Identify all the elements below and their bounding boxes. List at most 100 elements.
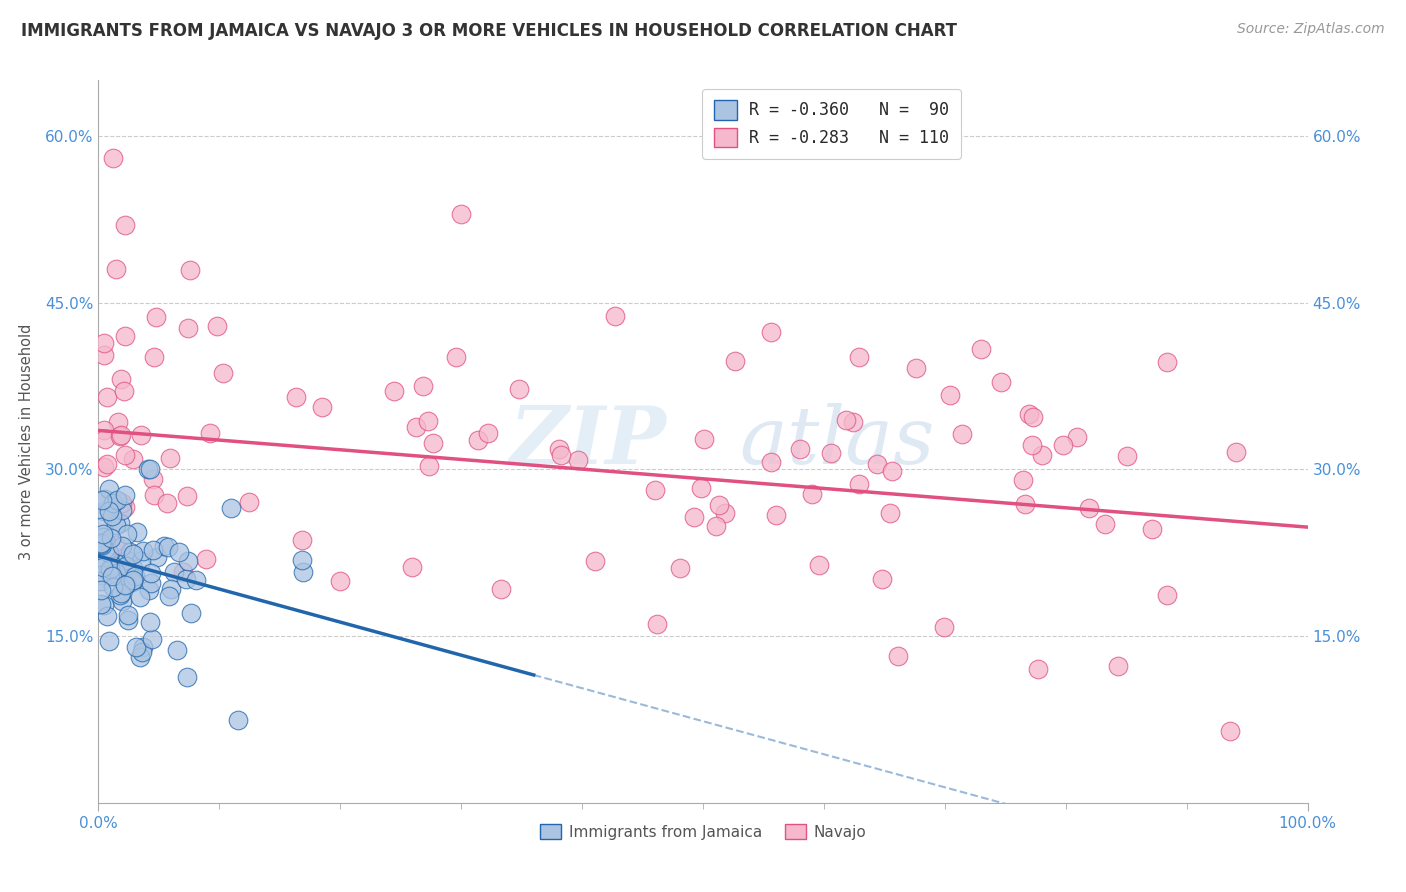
Point [91, 493, 114, 508]
Point [114, 578, 136, 592]
Point [129, 427, 152, 442]
Point [110, 427, 132, 442]
Point [422, 436, 444, 450]
Point [114, 488, 136, 502]
Point [90, 583, 112, 598]
Point [104, 261, 127, 276]
Point [683, 510, 706, 524]
Point [125, 640, 148, 654]
Point [879, 506, 901, 520]
Point [450, 207, 472, 221]
Point [645, 617, 668, 632]
Point [412, 379, 434, 393]
Point [115, 553, 138, 567]
Point [110, 586, 132, 600]
Point [238, 495, 260, 509]
Point [990, 376, 1012, 390]
Point [789, 442, 811, 457]
Point [114, 328, 136, 343]
Point [91, 527, 114, 541]
Point [848, 351, 870, 365]
Point [163, 565, 186, 579]
Point [1094, 516, 1116, 531]
Point [110, 372, 132, 386]
Point [98, 504, 121, 518]
Point [329, 574, 352, 589]
Point [704, 519, 727, 533]
Point [143, 487, 166, 501]
Point [93, 336, 115, 351]
Point [93, 460, 115, 475]
Point [90, 536, 112, 550]
Point [108, 588, 131, 602]
Point [94, 541, 117, 556]
Point [91, 531, 114, 545]
Point [110, 540, 132, 554]
Point [177, 554, 200, 568]
Point [146, 550, 169, 565]
Point [167, 545, 190, 559]
Point [111, 496, 134, 510]
Point [117, 613, 139, 627]
Point [174, 572, 197, 586]
Point [200, 426, 222, 441]
Point [98, 482, 121, 496]
Point [105, 566, 128, 581]
Point [90, 519, 112, 533]
Point [90, 540, 112, 554]
Point [115, 558, 138, 573]
Point [98, 546, 121, 560]
Point [759, 454, 782, 468]
Point [477, 426, 499, 441]
Point [759, 326, 782, 340]
Point [508, 382, 530, 396]
Point [1031, 448, 1053, 462]
Point [284, 390, 307, 404]
Point [801, 487, 824, 501]
Point [128, 590, 150, 604]
Point [115, 576, 138, 591]
Point [101, 559, 124, 574]
Point [765, 508, 787, 522]
Point [122, 573, 145, 587]
Point [808, 558, 831, 572]
Text: ZIP: ZIP [510, 403, 666, 480]
Point [693, 432, 716, 446]
Point [1052, 438, 1074, 452]
Point [104, 517, 127, 532]
Point [141, 575, 163, 590]
Point [950, 426, 973, 441]
Point [105, 492, 128, 507]
Point [108, 557, 131, 571]
Point [820, 445, 842, 459]
Point [90, 574, 112, 588]
Point [100, 531, 122, 545]
Point [120, 545, 142, 559]
Point [122, 547, 145, 561]
Point [132, 640, 155, 654]
Point [131, 645, 153, 659]
Point [143, 350, 166, 364]
Point [139, 615, 162, 629]
Point [603, 310, 626, 324]
Point [186, 574, 208, 588]
Point [97, 634, 120, 648]
Point [1115, 450, 1137, 464]
Point [194, 552, 217, 566]
Point [1018, 407, 1040, 421]
Text: Source: ZipAtlas.com: Source: ZipAtlas.com [1237, 22, 1385, 37]
Point [108, 516, 131, 531]
Point [714, 506, 737, 520]
Point [90, 568, 112, 582]
Point [157, 589, 180, 603]
Point [112, 384, 135, 398]
Point [101, 496, 124, 510]
Point [180, 606, 202, 620]
Point [118, 560, 141, 574]
Point [117, 607, 139, 622]
Point [418, 458, 440, 473]
Point [866, 457, 889, 471]
Point [139, 462, 162, 476]
Point [101, 151, 124, 165]
Point [122, 561, 145, 575]
